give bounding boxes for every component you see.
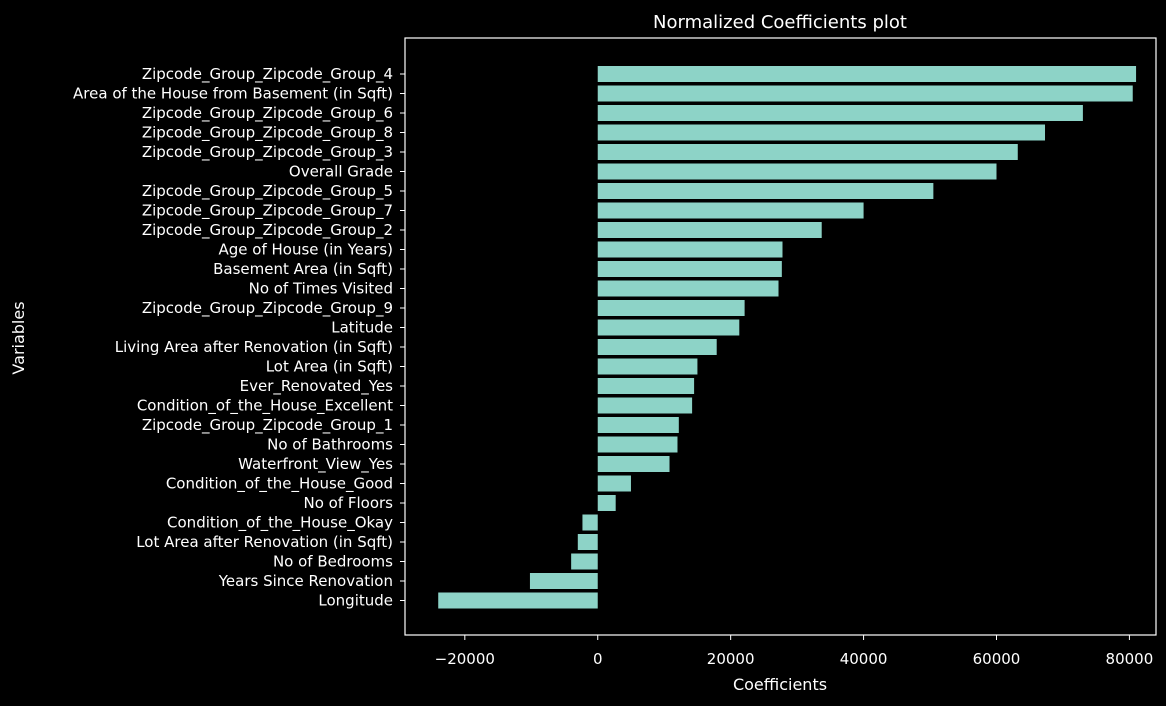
x-axis-label: Coefficients bbox=[733, 675, 827, 694]
y-axis-label: Variables bbox=[9, 301, 28, 374]
y-tick-label: Living Area after Renovation (in Sqft) bbox=[115, 338, 393, 356]
bar bbox=[597, 241, 783, 258]
y-tick-label: Basement Area (in Sqft) bbox=[213, 260, 393, 278]
bar bbox=[597, 417, 679, 433]
y-tick-label: Area of the House from Basement (in Sqft… bbox=[73, 85, 393, 103]
x-tick-label: 20000 bbox=[707, 650, 755, 668]
bar bbox=[571, 553, 598, 570]
bar bbox=[597, 495, 616, 511]
y-tick-label: Longitude bbox=[318, 592, 393, 610]
y-tick-label: No of Bedrooms bbox=[273, 553, 393, 571]
bars-group bbox=[438, 66, 1137, 609]
bar bbox=[597, 183, 934, 199]
y-tick-label: Age of House (in Years) bbox=[219, 241, 394, 259]
y-tick-label: Waterfront_View_Yes bbox=[238, 455, 393, 474]
bar bbox=[597, 144, 1018, 160]
y-tick-label: Condition_of_the_House_Excellent bbox=[137, 397, 393, 416]
y-tick-label: Overall Grade bbox=[289, 163, 393, 181]
bar bbox=[582, 514, 598, 531]
y-tick-label: Zipcode_Group_Zipcode_Group_2 bbox=[142, 221, 393, 240]
plot-frame bbox=[404, 37, 1157, 636]
y-tick-label: Lot Area after Renovation (in Sqft) bbox=[136, 533, 393, 551]
y-tick-label: Latitude bbox=[331, 319, 393, 337]
y-tick-label: Lot Area (in Sqft) bbox=[266, 358, 393, 376]
y-tick-label: Condition_of_the_House_Good bbox=[166, 475, 393, 494]
y-tick-label: Zipcode_Group_Zipcode_Group_4 bbox=[142, 65, 393, 84]
bar bbox=[597, 222, 822, 238]
y-tick-label: Condition_of_the_House_Okay bbox=[167, 514, 393, 533]
y-tick-label: No of Floors bbox=[303, 494, 393, 512]
bar bbox=[597, 358, 698, 375]
bar bbox=[438, 592, 598, 609]
chart-title: Normalized Coefficients plot bbox=[653, 12, 907, 33]
x-tick-label: 80000 bbox=[1106, 650, 1154, 668]
y-tick-label: Zipcode_Group_Zipcode_Group_8 bbox=[142, 124, 393, 143]
x-tick-label: 40000 bbox=[840, 650, 888, 668]
bar bbox=[597, 319, 740, 336]
x-axis: −20000 0 20000 40000 60000 80000 bbox=[435, 635, 1154, 668]
y-tick-label: No of Bathrooms bbox=[267, 436, 393, 454]
bar bbox=[597, 261, 782, 277]
bar bbox=[577, 534, 598, 550]
bar bbox=[597, 124, 1046, 141]
x-tick-label: 60000 bbox=[973, 650, 1021, 668]
bar bbox=[597, 163, 997, 180]
y-tick-label: Zipcode_Group_Zipcode_Group_3 bbox=[142, 143, 393, 162]
x-tick-label: 0 bbox=[593, 650, 603, 668]
y-tick-label: Zipcode_Group_Zipcode_Group_9 bbox=[142, 299, 393, 318]
bar bbox=[597, 66, 1137, 82]
bar bbox=[597, 280, 779, 297]
y-tick-label: Years Since Renovation bbox=[218, 572, 393, 590]
x-tick-label: −20000 bbox=[435, 650, 495, 668]
bar bbox=[597, 378, 695, 394]
bar bbox=[597, 456, 670, 472]
y-tick-label: Zipcode_Group_Zipcode_Group_1 bbox=[142, 416, 393, 435]
bar bbox=[597, 105, 1083, 121]
y-tick-label: No of Times Visited bbox=[249, 280, 393, 298]
y-tick-label: Ever_Renovated_Yes bbox=[240, 377, 394, 396]
bar bbox=[597, 202, 864, 219]
bar bbox=[597, 339, 717, 355]
bar bbox=[597, 475, 631, 492]
bar bbox=[597, 397, 693, 414]
y-tick-label: Zipcode_Group_Zipcode_Group_5 bbox=[142, 182, 393, 201]
y-tick-label: Zipcode_Group_Zipcode_Group_7 bbox=[142, 202, 393, 221]
y-tick-label: Zipcode_Group_Zipcode_Group_6 bbox=[142, 104, 393, 123]
bar bbox=[597, 85, 1133, 102]
bar bbox=[597, 436, 678, 453]
bar bbox=[529, 573, 598, 589]
bar bbox=[597, 300, 745, 316]
